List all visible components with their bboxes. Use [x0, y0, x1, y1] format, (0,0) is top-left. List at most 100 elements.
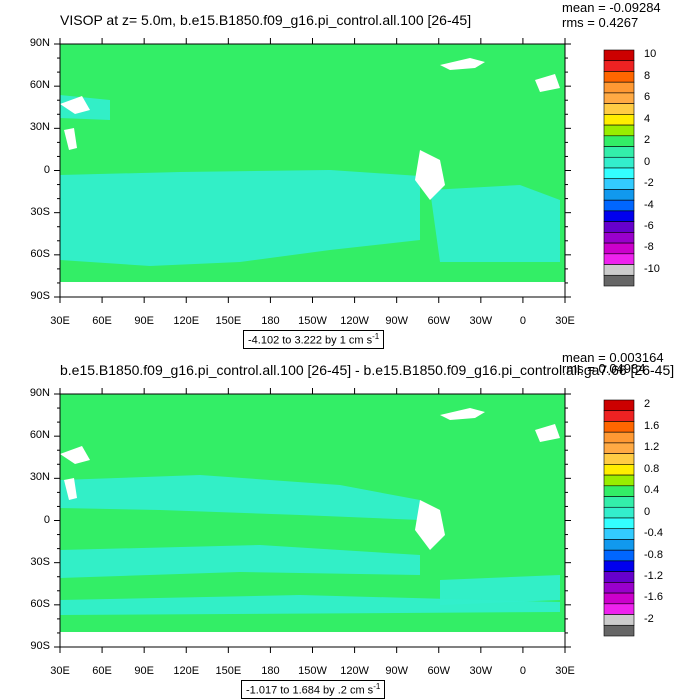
y-tick-label: 60S	[30, 247, 50, 260]
colorbar-swatch	[603, 517, 635, 530]
x-tick-label: 30E	[50, 665, 70, 677]
x-tick-label: 60W	[427, 315, 451, 327]
top-contour-range-label: -4.102 to 3.222 by 1 cm s-1	[243, 330, 385, 349]
colorbar-swatch	[603, 582, 635, 594]
antarctic-mask	[60, 632, 565, 647]
colorbar-swatch	[603, 571, 635, 583]
colorbar-swatch	[603, 624, 635, 637]
y-tick-label: 0	[43, 163, 50, 176]
x-tick-label: 150W	[298, 665, 327, 677]
top-plot-title: VISOP at z= 5.0m, b.e15.B1850.f09_g16.pi…	[60, 12, 472, 28]
bottom-plot-title: b.e15.B1850.f09_g16.pi_control.all.100 […	[60, 362, 675, 378]
x-tick-label: 30W	[469, 315, 493, 327]
colorbar-swatch	[603, 103, 635, 115]
colorbar-swatch	[603, 49, 635, 62]
colorbar-label: -8	[644, 241, 654, 254]
y-tick-label: 60S	[30, 597, 50, 610]
y-tick-label: 0	[43, 513, 50, 526]
colorbar-swatch	[603, 60, 635, 72]
colorbar-swatch	[603, 539, 635, 551]
colorbar-swatch	[603, 274, 635, 287]
colorbar-swatch	[603, 614, 635, 626]
x-tick-label: 30E	[555, 665, 575, 677]
colorbar-swatch	[603, 442, 635, 454]
colorbar-swatch	[603, 199, 635, 212]
x-tick-label: 150E	[215, 665, 242, 677]
x-tick-label: 0	[519, 315, 526, 327]
bottom-contour-range-label: -1.017 to 1.684 by .2 cm s-1	[241, 680, 386, 699]
colorbar-swatch	[603, 264, 635, 276]
x-tick-label: 60E	[92, 665, 112, 677]
colorbar-label: 0	[644, 505, 651, 518]
y-tick-label: 90N	[29, 387, 50, 399]
y-tick-label: 30N	[29, 121, 50, 134]
colorbar-swatch	[603, 167, 635, 180]
x-tick-label: 90E	[134, 665, 154, 677]
colorbar-swatch	[603, 464, 635, 476]
colorbar-swatch	[603, 81, 635, 94]
colorbar-swatch	[603, 146, 635, 158]
land-mask	[535, 74, 560, 92]
x-tick-label: 150E	[215, 315, 242, 327]
x-tick-label: 30E	[555, 315, 575, 327]
bottom-panel: b.e15.B1850.f09_g16.pi_control.all.100 […	[0, 350, 700, 700]
y-tick-label: 60N	[29, 79, 50, 92]
field-patch	[60, 170, 420, 266]
colorbar-swatch	[603, 474, 635, 487]
colorbar-label: -10	[644, 262, 660, 275]
x-tick-label: 120E	[173, 315, 200, 327]
x-tick-label: 90W	[385, 315, 408, 327]
colorbar-swatch	[603, 71, 635, 83]
colorbar-label: 0.4	[644, 484, 660, 497]
land-mask	[60, 446, 90, 464]
colorbar-swatch	[603, 592, 635, 605]
colorbar-label: 4	[644, 112, 651, 125]
land-mask	[64, 478, 77, 500]
bottom-map-plot	[54, 388, 635, 653]
colorbar-swatch	[603, 431, 635, 444]
y-tick-label: 90N	[29, 37, 50, 49]
colorbar-swatch	[603, 399, 635, 412]
y-tick-label: 90S	[30, 290, 50, 302]
colorbar-label: -0.4	[644, 527, 663, 540]
colorbar-swatch	[603, 421, 635, 433]
field-patch	[430, 185, 560, 262]
colorbar-swatch	[603, 178, 635, 190]
y-tick-label: 30N	[29, 471, 50, 484]
colorbar-swatch	[603, 560, 635, 572]
land-mask	[535, 424, 560, 442]
antarctic-mask	[60, 282, 565, 297]
colorbar-label: -4	[644, 198, 654, 211]
colorbar-swatch	[603, 253, 635, 265]
y-tick-label: 60N	[29, 429, 50, 442]
colorbar-swatch	[603, 410, 635, 422]
field-patch	[60, 475, 420, 520]
colorbar-swatch	[603, 603, 635, 615]
top-range-exp: -1	[372, 332, 380, 341]
x-tick-label: 0	[519, 665, 526, 677]
land-mask	[64, 128, 77, 150]
colorbar-swatch	[603, 496, 635, 508]
colorbar-swatch	[603, 189, 635, 201]
x-tick-label: 90W	[385, 665, 408, 677]
colorbar-swatch	[603, 114, 635, 126]
colorbar-label: -2	[644, 177, 654, 190]
colorbar-label: 1.2	[644, 441, 660, 454]
colorbar-swatch	[603, 528, 635, 540]
land-mask	[440, 408, 485, 420]
bottom-rms-stat: rms = 0.04984	[562, 361, 646, 376]
land-mask	[440, 58, 485, 70]
x-tick-label: 120W	[340, 665, 369, 677]
colorbar-label: 8	[644, 69, 651, 82]
colorbar-label: -2	[644, 612, 654, 625]
field-patch	[440, 575, 560, 605]
y-tick-label: 90S	[30, 640, 50, 652]
x-tick-label: 30W	[469, 665, 493, 677]
colorbar-label: -1.6	[644, 591, 663, 604]
colorbar-swatch	[603, 124, 635, 137]
land-mask	[60, 96, 90, 114]
top-map-plot	[54, 38, 635, 303]
land-mask	[415, 500, 445, 550]
colorbar-swatch	[603, 506, 635, 519]
top-range-text: -4.102 to 3.222 by 1 cm s	[248, 334, 373, 347]
